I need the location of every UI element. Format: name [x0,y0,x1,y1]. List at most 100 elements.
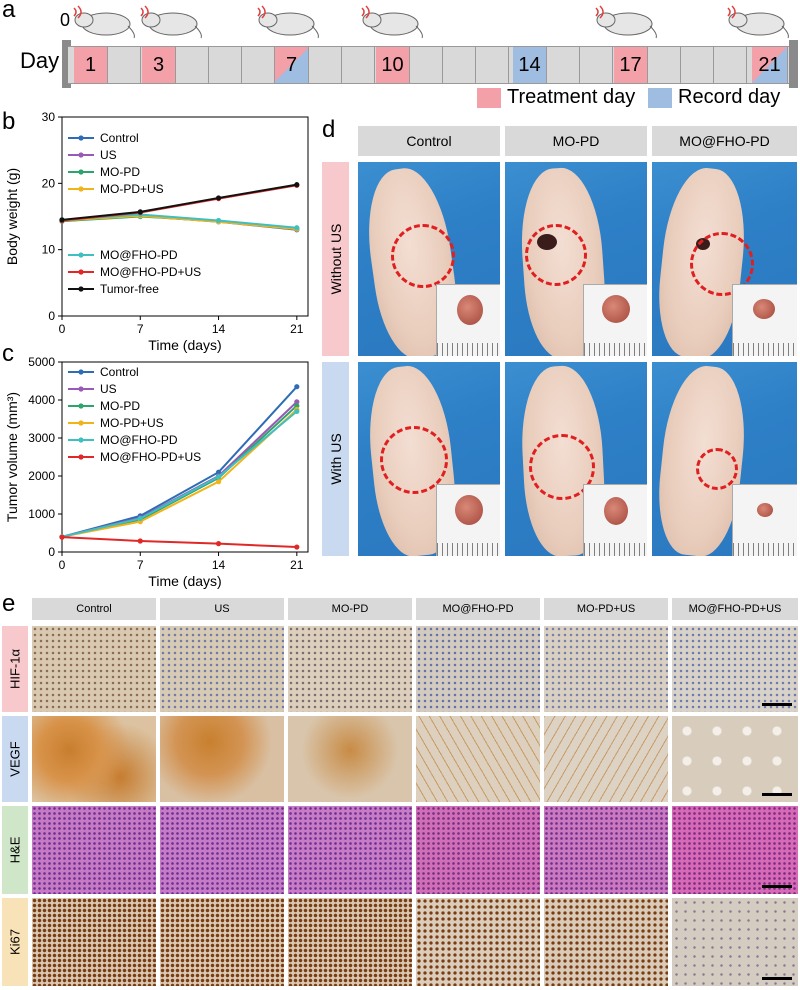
legend-label: MO@FHO-PD [100,433,178,447]
mouse-photo-mo-pd-with-us [505,362,647,556]
mouse-photo-mo-fho-pd-with-us [652,362,797,556]
legend-label: MO-PD [100,165,140,179]
data-point [294,544,300,550]
data-point [215,217,222,224]
histo-row-label-hif1a: HIF-1α [2,626,28,712]
data-point [59,217,65,223]
photo-col-header-control: Control [358,126,500,156]
histo-col-header-mo-fho-pd-us: MO@FHO-PD+US [672,598,798,620]
x-tick-label: 7 [137,558,144,572]
legend-record-swatch [648,88,672,108]
legend-marker [78,386,84,392]
data-point [294,408,300,414]
legend-label: MO-PD+US [100,416,164,430]
timeline-track: 1 3 7 10 14 17 21 [68,46,790,84]
scale-bar [762,793,792,796]
x-tick-label: 0 [59,558,66,572]
panel-label-a: a [2,0,16,23]
legend-label: US [100,148,117,162]
mouse-illustration-day3 [140,5,202,39]
histo-ki67-mo-fho-pd [416,898,540,986]
histo-vegf-mo-fho-pd-us [672,716,798,802]
timeline-day-7: 7 [275,47,309,83]
x-axis-label: Time (days) [148,337,221,353]
data-point [215,195,222,201]
mouse-photo-mo-fho-pd-without-us [652,162,797,356]
data-point [137,538,143,544]
x-tick-label: 14 [212,322,226,336]
y-tick-label: 10 [42,243,56,257]
mouse-illustration-day21 [727,5,789,39]
legend-treatment-label: Treatment day [507,86,636,108]
series-line [61,183,297,221]
histo-hif1a-control [32,626,156,712]
mouse-illustration-day7 [257,5,319,39]
y-tick-label: 1000 [28,507,55,521]
histo-col-header-us: US [160,598,284,620]
legend-label: MO@FHO-PD+US [100,450,201,464]
y-axis-label: Tumor volume (mm³) [4,392,20,522]
histo-col-header-control: Control [32,598,156,620]
legend-label: Control [100,131,139,145]
series-line [61,410,298,538]
tumor-volume-chart: 0 7 14 21 0 1000 2000 3000 4000 5000 Time (days) Tu… [4,355,309,589]
histo-col-header-mo-pd-us: MO-PD+US [544,598,668,620]
y-tick-label: 0 [48,545,55,559]
histo-hif1a-mo-fho-pd-us [672,626,798,712]
data-point [215,479,222,485]
timeline-day-1: 1 [74,47,108,83]
x-axis-label: Time (days) [148,573,221,589]
y-tick-label: 3000 [28,431,55,445]
histo-vegf-mo-pd [288,716,412,802]
legend-marker [78,454,84,460]
x-tick-label: 14 [212,558,226,572]
legend-label: Tumor-free [100,282,159,296]
legend-marker [78,369,84,375]
histo-vegf-control [32,716,156,802]
legend-marker [78,437,84,443]
histo-he-us [160,806,284,894]
legend-marker [78,286,84,292]
histo-ki67-mo-pd-us [544,898,668,986]
panel-label-d: d [322,116,336,143]
scale-bar [762,885,792,888]
histo-hif1a-us [160,626,284,712]
x-tick-label: 7 [137,322,144,336]
data-point [294,399,300,405]
histo-he-mo-pd-us [544,806,668,894]
histo-he-mo-fho-pd-us [672,806,798,894]
timeline-day-10: 10 [376,47,410,83]
histo-he-control [32,806,156,894]
legend-label: MO-PD [100,399,140,413]
data-point [294,403,300,409]
series-line [61,408,298,538]
series-line [61,401,298,538]
photo-row-label-without-us: Without US [322,162,349,356]
histo-ki67-control [32,898,156,986]
mouse-illustration-day1 [73,5,135,39]
body-weight-chart: 0 7 14 21 0 10 20 30 Time (days) Body weight (g) C… [4,110,309,353]
x-tick-label: 0 [59,322,66,336]
timeline-day-3: 3 [142,47,176,83]
y-tick-label: 0 [48,309,55,323]
timeline-day-21: 21 [752,47,788,83]
scale-bar [762,703,792,706]
legend-record-label: Record day [678,86,781,108]
y-tick-label: 5000 [28,355,55,369]
legend-label: MO@FHO-PD [100,248,178,262]
data-point [215,474,222,480]
photo-col-header-mo-fho-pd: MO@FHO-PD [652,126,797,156]
data-point [294,182,300,188]
legend-marker [78,420,84,426]
plot-frame [61,361,309,553]
plot-frame [61,116,309,317]
legend-marker [78,135,84,141]
data-point [294,384,300,390]
legend-marker [78,169,84,175]
histo-row-label-vegf: VEGF [2,716,28,802]
histo-col-header-mo-fho-pd: MO@FHO-PD [416,598,540,620]
mouse-photo-mo-pd-without-us [505,162,647,356]
y-axis-label: Body weight (g) [4,168,20,265]
series-line [61,536,297,549]
histo-hif1a-mo-pd [288,626,412,712]
